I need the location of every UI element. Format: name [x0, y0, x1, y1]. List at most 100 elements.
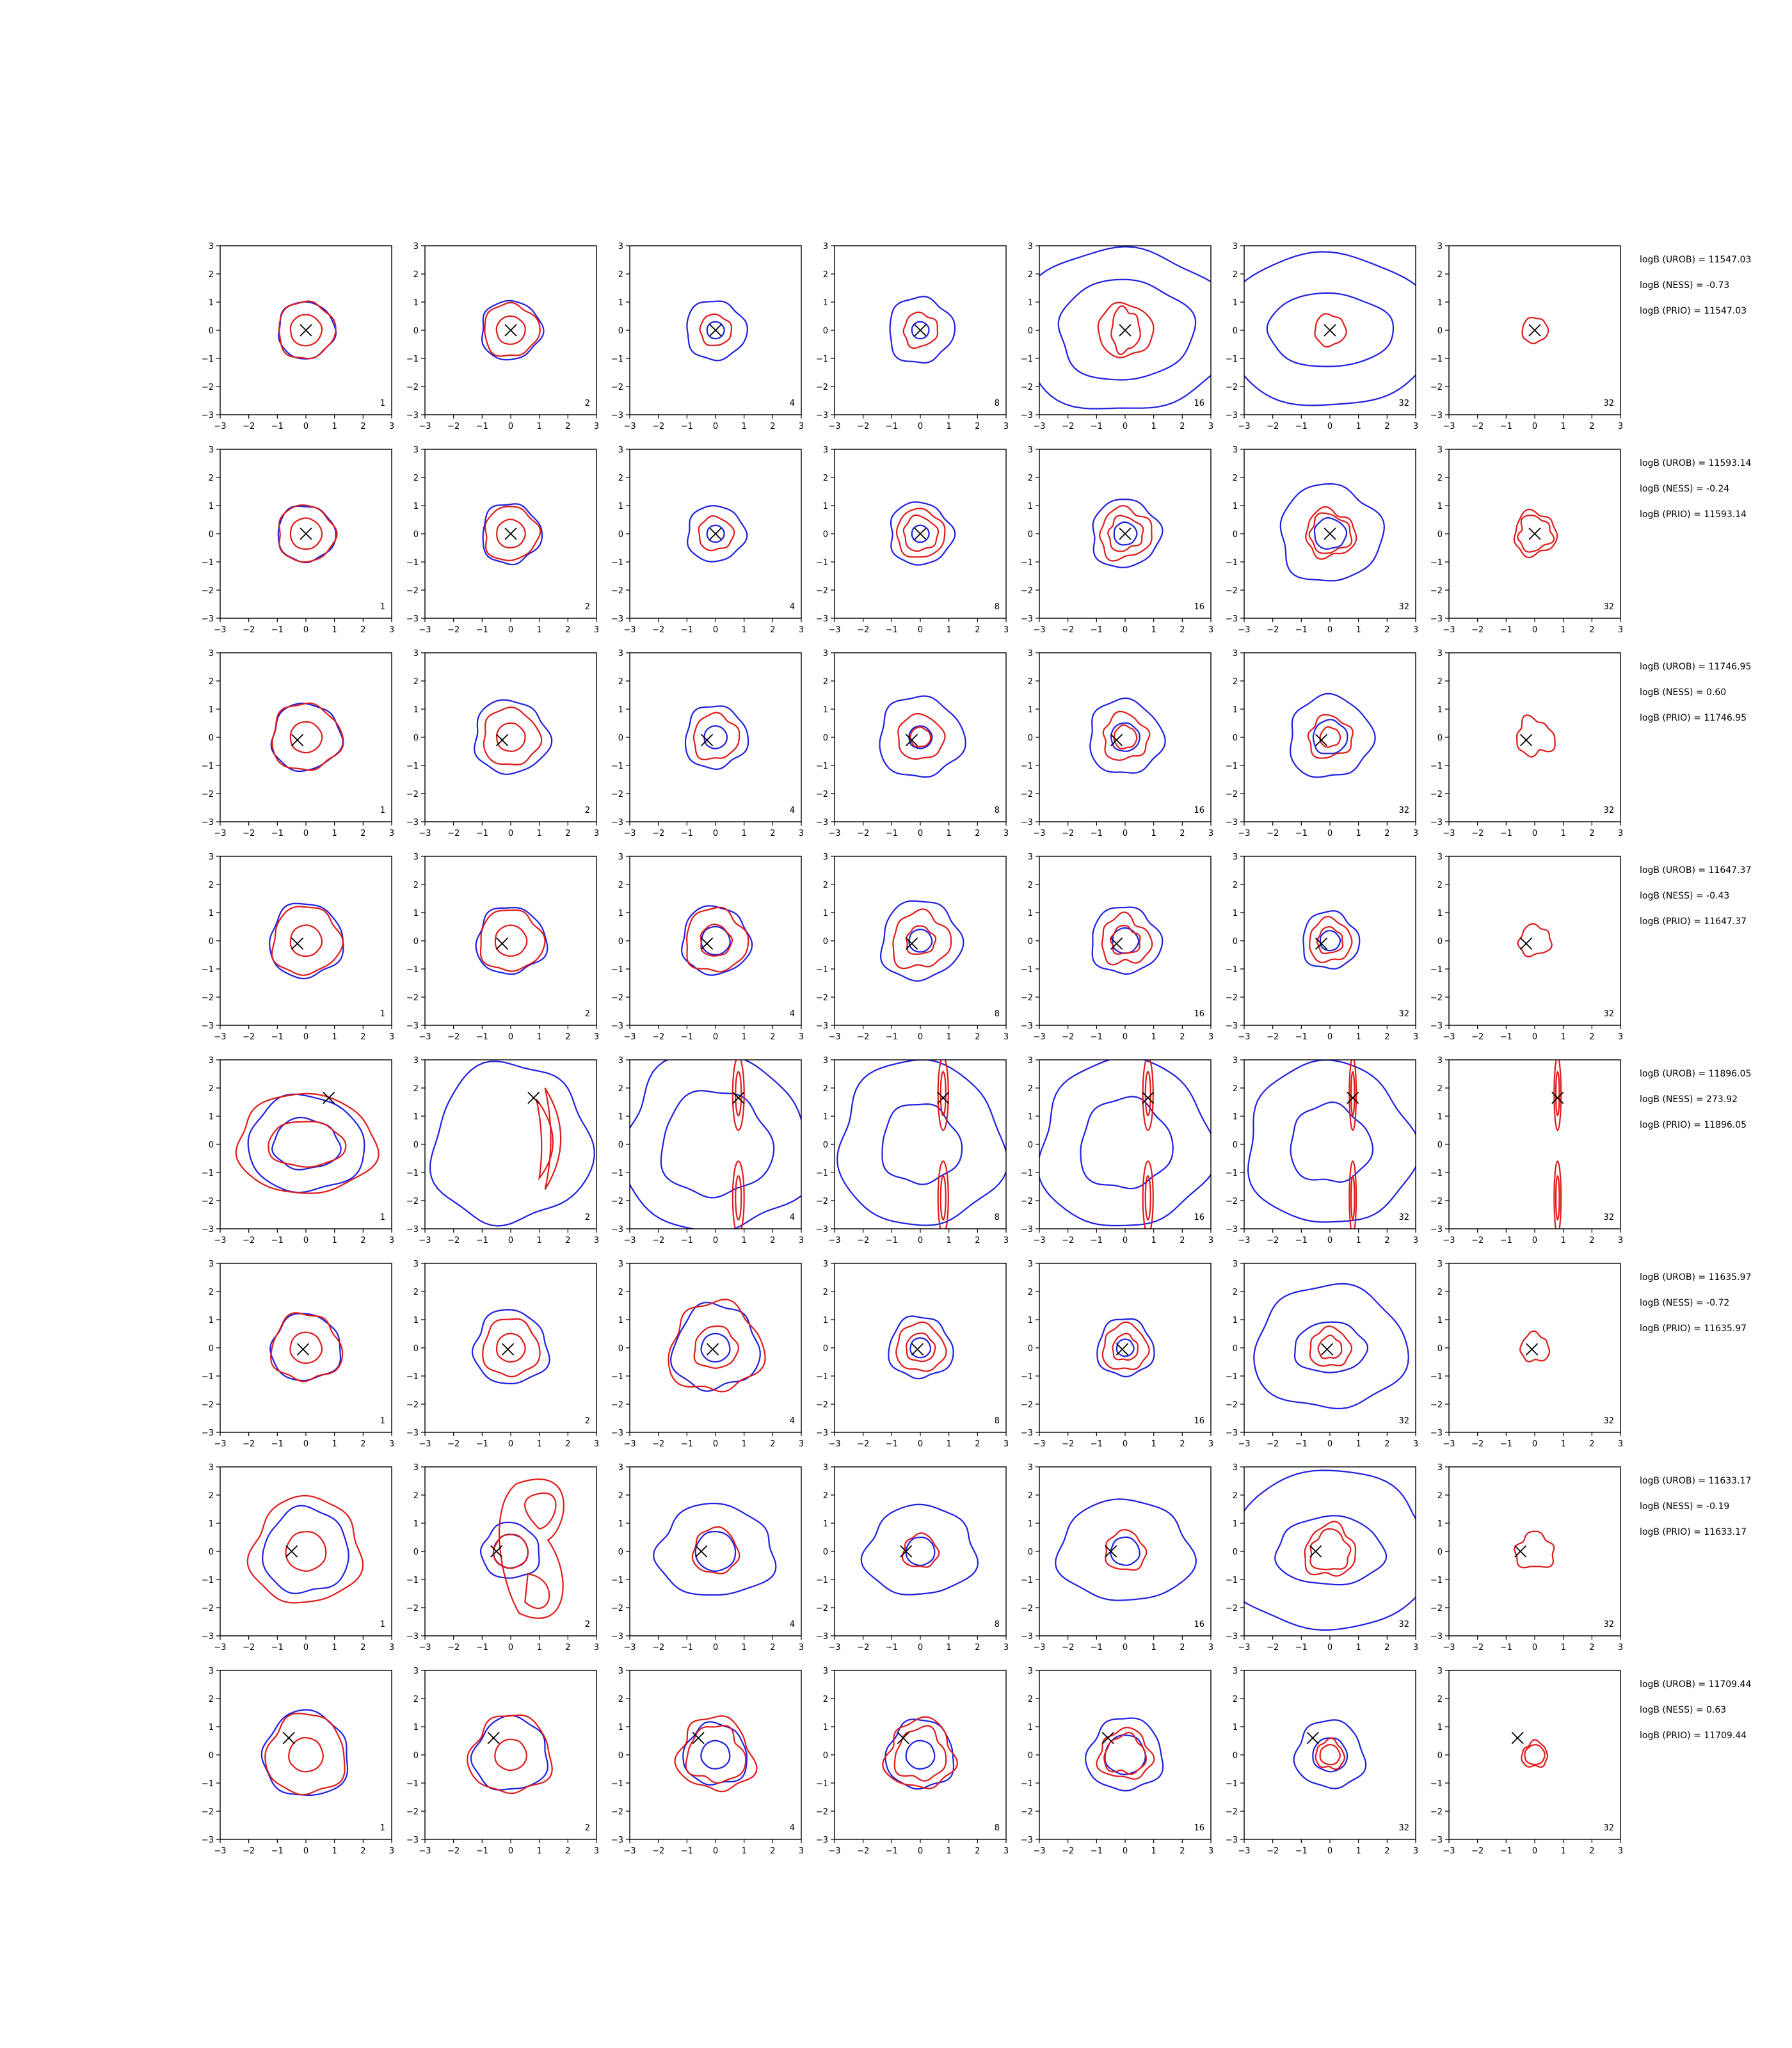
red-contour: [496, 518, 526, 548]
x-tick-label: −2: [1062, 625, 1074, 635]
x-tick-label: 1: [947, 829, 952, 838]
red-contour: [1555, 1175, 1560, 1221]
panel-r5-c2: −3 −2 −1 0 1 2 3 3 2 1 0 −1 −2 −3 2: [406, 1056, 599, 1245]
x-tick-label: −2: [652, 1032, 664, 1042]
x-tick-label: 0: [1532, 829, 1537, 838]
axes-frame: [629, 856, 802, 1026]
y-tick-label: 0: [209, 1344, 214, 1354]
y-tick-label: 1: [1437, 1519, 1443, 1529]
y-tick-label: −2: [1226, 790, 1238, 799]
panel-r7-c3: −3 −2 −1 0 1 2 3 3 2 1 0 −1 −2 −3 4: [611, 1463, 804, 1652]
x-tick-label: −1: [1295, 1643, 1308, 1652]
blue-contour: [262, 1505, 349, 1595]
y-tick-label: 0: [823, 1751, 828, 1761]
truth-marker: [1514, 1545, 1527, 1558]
y-tick-label: 3: [1437, 1260, 1443, 1269]
blue-contour: [1293, 1719, 1367, 1789]
x-tick-label: −1: [886, 1846, 898, 1856]
column-label: 32: [1603, 399, 1614, 408]
y-tick-label: −3: [202, 1225, 214, 1235]
y-tick-label: −1: [816, 1169, 828, 1178]
x-tick-label: 3: [1208, 829, 1213, 838]
axes-frame: [1039, 856, 1212, 1026]
red-contour: [1097, 301, 1155, 358]
x-tick-label: −2: [243, 1846, 255, 1856]
x-tick-label: 0: [508, 625, 513, 635]
panel-r2-c5: −3 −2 −1 0 1 2 3 3 2 1 0 −1 −2 −3 16: [1021, 445, 1213, 635]
y-tick-label: −3: [611, 1428, 623, 1438]
x-tick-label: 3: [799, 1236, 804, 1245]
red-contour: [1309, 1528, 1352, 1571]
x-tick-label: −1: [476, 422, 488, 431]
x-tick-label: −3: [419, 1032, 431, 1042]
x-tick-label: 0: [1532, 1643, 1537, 1652]
panel-r6-c4: −3 −2 −1 0 1 2 3 3 2 1 0 −1 −2 −3 8: [816, 1260, 1009, 1449]
red-contour: [1304, 1521, 1356, 1577]
x-tick-label: 2: [975, 625, 980, 635]
truth-marker: [709, 324, 722, 337]
x-tick-label: 0: [918, 422, 923, 431]
x-tick-label: 3: [389, 625, 394, 635]
blue-contour: [881, 1103, 963, 1185]
x-tick-label: −2: [857, 1439, 869, 1449]
x-tick-label: 1: [332, 1846, 337, 1856]
y-tick-label: 1: [1028, 1112, 1033, 1122]
y-tick-label: 1: [618, 1112, 623, 1122]
y-tick-label: 3: [618, 649, 623, 659]
x-tick-label: 3: [1208, 1439, 1213, 1449]
x-tick-label: 3: [594, 1236, 599, 1245]
y-tick-label: −2: [406, 790, 419, 799]
y-tick-label: −2: [406, 1197, 419, 1206]
panel-r4-c5: −3 −2 −1 0 1 2 3 3 2 1 0 −1 −2 −3 16: [1021, 852, 1213, 1042]
red-contour: [484, 506, 541, 561]
column-label: 8: [995, 1009, 1000, 1019]
y-tick-label: 1: [413, 1112, 419, 1122]
y-tick-label: 3: [618, 242, 623, 252]
red-contour: [270, 1312, 344, 1382]
truth-marker: [914, 324, 927, 337]
red-contour: [1516, 714, 1556, 758]
y-tick-label: 3: [413, 1056, 419, 1066]
y-tick-label: 0: [823, 733, 828, 743]
x-tick-label: 3: [389, 1236, 394, 1245]
truth-marker: [527, 1091, 540, 1105]
red-contour: [1101, 1321, 1150, 1370]
y-tick-label: 2: [1233, 1695, 1238, 1704]
y-tick-label: 1: [413, 298, 419, 308]
truth-marker: [1324, 324, 1336, 337]
x-tick-label: 2: [565, 625, 570, 635]
x-tick-label: 2: [1180, 1236, 1185, 1245]
y-tick-label: −1: [1021, 762, 1033, 771]
y-tick-label: −2: [406, 1807, 419, 1817]
x-tick-label: 0: [1123, 625, 1128, 635]
x-tick-label: −3: [828, 1439, 840, 1449]
x-tick-label: −1: [1295, 1846, 1308, 1856]
y-tick-label: 0: [209, 1751, 214, 1761]
blue-contour: [694, 1530, 737, 1572]
y-tick-label: −2: [1226, 586, 1238, 596]
x-tick-label: −2: [447, 829, 460, 838]
x-tick-label: 0: [1123, 1439, 1128, 1449]
x-tick-label: 2: [770, 1846, 775, 1856]
x-tick-label: −2: [857, 1643, 869, 1652]
y-tick-label: 0: [823, 530, 828, 540]
x-tick-label: −1: [476, 1846, 488, 1856]
x-tick-label: −3: [419, 1643, 431, 1652]
x-tick-label: 2: [975, 1032, 980, 1042]
x-tick-label: −1: [886, 1643, 898, 1652]
x-tick-label: −1: [681, 625, 693, 635]
red-contour: [735, 1071, 742, 1117]
y-tick-label: −3: [406, 1021, 419, 1031]
y-tick-label: −1: [406, 965, 419, 975]
axes-frame: [1039, 652, 1212, 822]
y-tick-label: 1: [209, 705, 214, 715]
column-label: 4: [790, 602, 795, 612]
axes-frame: [424, 1670, 597, 1840]
y-tick-label: 2: [413, 1695, 419, 1704]
y-tick-label: 1: [1028, 705, 1033, 715]
y-tick-label: 0: [1233, 1548, 1238, 1557]
y-tick-label: 3: [618, 1463, 623, 1473]
x-tick-label: 2: [565, 1846, 570, 1856]
x-tick-label: −1: [886, 1032, 898, 1042]
blue-contour: [905, 1536, 936, 1567]
